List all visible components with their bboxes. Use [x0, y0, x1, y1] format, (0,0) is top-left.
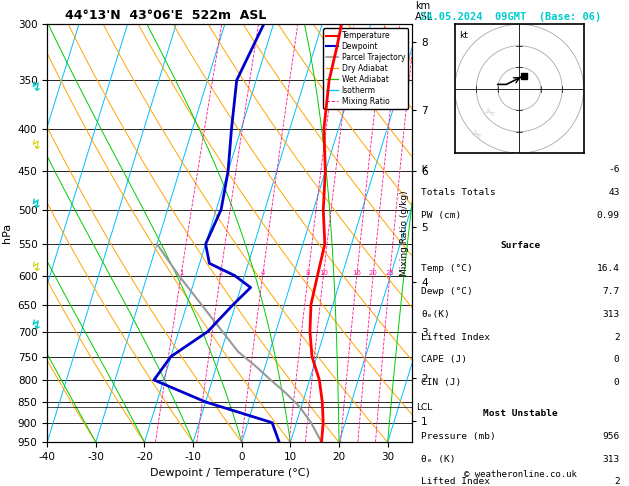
Text: 20: 20 [369, 270, 377, 276]
Text: CIN (J): CIN (J) [421, 378, 462, 387]
Text: -6: -6 [608, 165, 620, 174]
Text: Temp (°C): Temp (°C) [421, 264, 473, 273]
Text: 1: 1 [179, 270, 183, 276]
Text: ↯: ↯ [31, 319, 41, 332]
Text: Totals Totals: Totals Totals [421, 188, 496, 197]
Text: Surface: Surface [501, 241, 540, 250]
Text: 44°13'N  43°06'E  522m  ASL: 44°13'N 43°06'E 522m ASL [65, 9, 267, 22]
Text: 0: 0 [614, 378, 620, 387]
Text: 2: 2 [218, 270, 223, 276]
Text: ↯: ↯ [31, 261, 41, 274]
Text: CAPE (J): CAPE (J) [421, 355, 467, 364]
Text: 16: 16 [352, 270, 361, 276]
Text: 43: 43 [608, 188, 620, 197]
Text: ✂: ✂ [468, 127, 483, 143]
Text: 7.7: 7.7 [603, 287, 620, 296]
Text: ✂: ✂ [481, 105, 496, 122]
Text: Mixing Ratio (g/kg): Mixing Ratio (g/kg) [400, 191, 409, 276]
Text: 313: 313 [603, 310, 620, 319]
Y-axis label: hPa: hPa [2, 223, 12, 243]
Text: LCL: LCL [416, 402, 432, 412]
Text: kt: kt [459, 31, 468, 40]
Text: 4: 4 [260, 270, 265, 276]
Text: 0.99: 0.99 [596, 210, 620, 220]
Text: 2: 2 [614, 332, 620, 342]
Text: K: K [421, 165, 427, 174]
Text: ↯: ↯ [31, 198, 41, 210]
Text: θₑ(K): θₑ(K) [421, 310, 450, 319]
Text: km
ASL: km ASL [415, 1, 433, 22]
Text: 16.4: 16.4 [596, 264, 620, 273]
Text: 0: 0 [614, 355, 620, 364]
X-axis label: Dewpoint / Temperature (°C): Dewpoint / Temperature (°C) [150, 468, 309, 478]
Text: Dewp (°C): Dewp (°C) [421, 287, 473, 296]
Text: 25: 25 [386, 270, 394, 276]
Text: θₑ (K): θₑ (K) [421, 454, 456, 464]
Text: Most Unstable: Most Unstable [483, 409, 558, 418]
Text: PW (cm): PW (cm) [421, 210, 462, 220]
Text: 956: 956 [603, 432, 620, 441]
Text: Lifted Index: Lifted Index [421, 332, 491, 342]
Text: ↯: ↯ [31, 139, 41, 152]
Text: 24.05.2024  09GMT  (Base: 06): 24.05.2024 09GMT (Base: 06) [420, 12, 601, 22]
Text: ↯: ↯ [31, 81, 41, 94]
Text: 313: 313 [603, 454, 620, 464]
Legend: Temperature, Dewpoint, Parcel Trajectory, Dry Adiabat, Wet Adiabat, Isotherm, Mi: Temperature, Dewpoint, Parcel Trajectory… [323, 28, 408, 109]
Text: 2: 2 [614, 477, 620, 486]
Text: © weatheronline.co.uk: © weatheronline.co.uk [464, 469, 577, 479]
Text: 8: 8 [306, 270, 310, 276]
Text: Lifted Index: Lifted Index [421, 477, 491, 486]
Text: 10: 10 [319, 270, 328, 276]
Text: Pressure (mb): Pressure (mb) [421, 432, 496, 441]
